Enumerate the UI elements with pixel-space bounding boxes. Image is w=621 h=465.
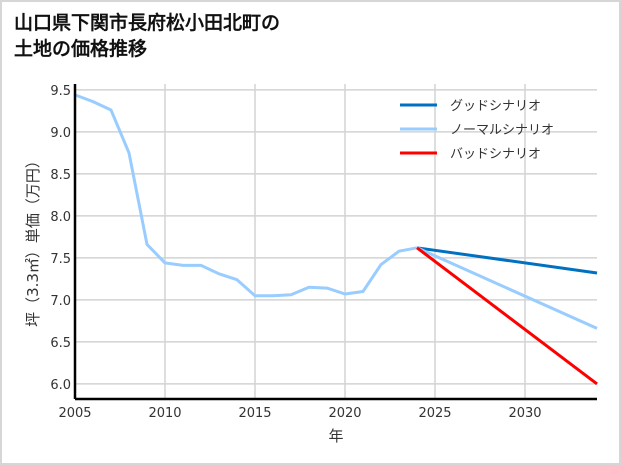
y-tick-label: 8.5 <box>50 168 71 183</box>
y-tick-label: 9.0 <box>50 126 71 141</box>
y-tick-label: 6.0 <box>50 378 71 393</box>
series-line <box>416 246 598 275</box>
series-line <box>416 246 598 386</box>
series-lines <box>74 93 598 386</box>
x-tick-label: 2025 <box>418 406 451 421</box>
x-tick-label: 2015 <box>238 406 271 421</box>
tick-labels: 6.0 6.5 7.0 7.5 8.0 8.5 9.0 9.5 2005 2010 2015 2020… <box>50 84 541 421</box>
y-tick-label: 7.5 <box>50 252 71 267</box>
x-tick-label: 2005 <box>58 406 91 421</box>
chart-title: 山口県下関市長府松小田北町の 土地の価格推移 <box>14 12 281 60</box>
axes <box>73 84 597 401</box>
legend-label: バッドシナリオ <box>450 147 541 162</box>
x-tick-label: 2030 <box>508 406 541 421</box>
y-tick-label: 6.5 <box>50 336 71 351</box>
y-axis-label: 坪（3.3㎡）単価（万円） <box>24 153 42 327</box>
legend-label: ノーマルシナリオ <box>450 123 554 138</box>
y-tick-label: 7.0 <box>50 294 71 309</box>
x-tick-label: 2020 <box>328 406 361 421</box>
legend-label: グッドシナリオ <box>450 99 541 114</box>
series-line <box>74 93 418 298</box>
series-line <box>416 246 598 330</box>
x-axis-label: 年 <box>328 427 343 445</box>
y-tick-label: 9.5 <box>50 84 71 99</box>
x-tick-label: 2010 <box>148 406 181 421</box>
y-tick-label: 8.0 <box>50 210 71 225</box>
